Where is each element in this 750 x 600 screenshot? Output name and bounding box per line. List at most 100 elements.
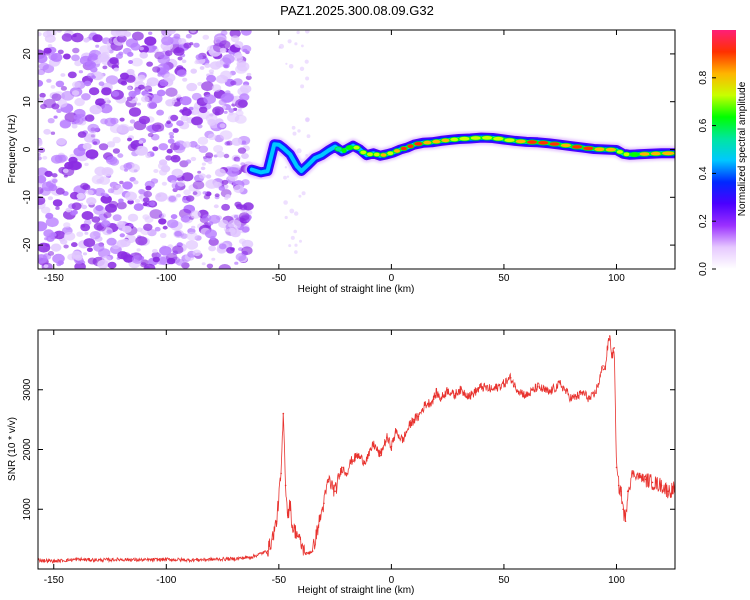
y-tick-label: 2000 xyxy=(22,438,33,461)
noise-speckle xyxy=(197,81,203,86)
noise-speckle xyxy=(237,147,247,154)
noise-speckle xyxy=(228,219,242,230)
noise-speckle xyxy=(141,95,150,103)
x-tick-label: 50 xyxy=(498,273,510,284)
noise-speckle xyxy=(170,114,179,121)
spectrogram-y-label: Frequency (Hz) xyxy=(7,115,18,184)
noise-speckle xyxy=(77,131,87,138)
x-tick-label: 0 xyxy=(389,575,395,586)
noise-speckle xyxy=(175,94,182,99)
noise-speckle xyxy=(226,167,240,177)
noise-speckle xyxy=(183,189,191,196)
ridge-peak xyxy=(335,147,342,151)
noise-speckle xyxy=(106,156,118,165)
noise-speckle xyxy=(166,120,172,125)
ridge-peak xyxy=(594,147,605,152)
snr-point xyxy=(390,445,393,448)
noise-speckle xyxy=(221,203,231,211)
noise-speckle xyxy=(175,259,185,266)
noise-speckle xyxy=(301,191,306,196)
noise-speckle xyxy=(228,108,235,113)
noise-speckle xyxy=(116,220,126,229)
noise-speckle xyxy=(165,155,173,161)
x-tick-label: 100 xyxy=(608,273,625,284)
noise-speckle xyxy=(180,233,188,239)
noise-speckle xyxy=(142,197,150,203)
noise-speckle xyxy=(90,66,98,73)
snr-point xyxy=(431,400,433,403)
noise-speckle xyxy=(86,197,97,206)
snr-point xyxy=(559,383,561,385)
snr-x-label: Height of straight line (km) xyxy=(298,585,415,596)
noise-speckle xyxy=(84,80,92,87)
noise-speckle xyxy=(202,191,208,195)
snr-point xyxy=(323,502,325,505)
snr-panel: -150 -100 -50 0 50 100 1000 2000 3000 Height of… xyxy=(7,329,676,596)
snr-point xyxy=(363,460,366,463)
noise-speckle xyxy=(294,243,298,247)
noise-speckle xyxy=(57,99,68,108)
snr-point xyxy=(75,558,78,561)
noise-speckle xyxy=(151,122,165,132)
noise-speckle xyxy=(156,109,165,116)
noise-speckle xyxy=(100,103,113,114)
noise-speckle xyxy=(98,81,105,86)
snr-point xyxy=(606,347,609,349)
y-tick-label: 0 xyxy=(22,146,33,152)
noise-speckle xyxy=(208,245,217,252)
noise-speckle xyxy=(143,190,152,198)
noise-speckle xyxy=(221,92,235,103)
noise-speckle xyxy=(125,74,136,83)
snr-point xyxy=(233,558,235,560)
noise-speckle xyxy=(43,98,56,109)
noise-speckle xyxy=(72,81,81,88)
noise-speckle xyxy=(213,145,224,153)
noise-speckle xyxy=(180,215,191,223)
ridge-peak xyxy=(623,152,630,157)
y-tick-label: 3000 xyxy=(22,378,33,401)
noise-speckle xyxy=(107,188,115,194)
noise-speckle xyxy=(152,256,160,263)
noise-speckle xyxy=(215,39,221,44)
noise-speckle xyxy=(56,30,62,33)
snr-point xyxy=(417,415,420,418)
noise-speckle xyxy=(59,119,71,129)
noise-speckle xyxy=(38,242,51,253)
ridge-peak xyxy=(515,139,526,144)
snr-point xyxy=(379,454,381,457)
snr-point xyxy=(446,389,449,391)
ridge-peak xyxy=(414,142,423,146)
y-tick-label: 20 xyxy=(22,48,33,60)
noise-speckle xyxy=(93,243,105,252)
noise-speckle xyxy=(159,232,167,239)
snr-point xyxy=(350,460,352,463)
noise-speckles xyxy=(38,30,311,269)
noise-speckle xyxy=(142,202,149,207)
noise-speckle xyxy=(296,148,302,154)
noise-speckle xyxy=(129,119,136,124)
x-tick-label: -50 xyxy=(272,273,287,284)
noise-speckle xyxy=(43,229,54,238)
colorbar-gradient xyxy=(712,30,736,269)
noise-speckle xyxy=(182,77,188,82)
noise-speckle xyxy=(169,135,175,139)
noise-speckle xyxy=(130,42,141,51)
noise-speckle xyxy=(45,212,54,219)
noise-speckle xyxy=(55,206,60,210)
noise-speckle xyxy=(47,251,55,256)
noise-speckle xyxy=(148,31,153,35)
noise-speckle xyxy=(199,106,208,114)
noise-speckle xyxy=(216,151,225,158)
noise-speckle xyxy=(117,123,130,134)
noise-speckle xyxy=(100,194,112,204)
noise-speckle xyxy=(284,166,288,169)
noise-speckle xyxy=(153,169,159,173)
noise-speckle xyxy=(176,193,181,198)
noise-speckle xyxy=(50,131,56,135)
snr-point xyxy=(469,394,472,397)
noise-speckle xyxy=(233,184,245,194)
noise-speckle xyxy=(144,216,154,223)
noise-speckle xyxy=(208,214,221,224)
noise-speckle xyxy=(170,154,181,163)
noise-speckle xyxy=(292,131,297,136)
